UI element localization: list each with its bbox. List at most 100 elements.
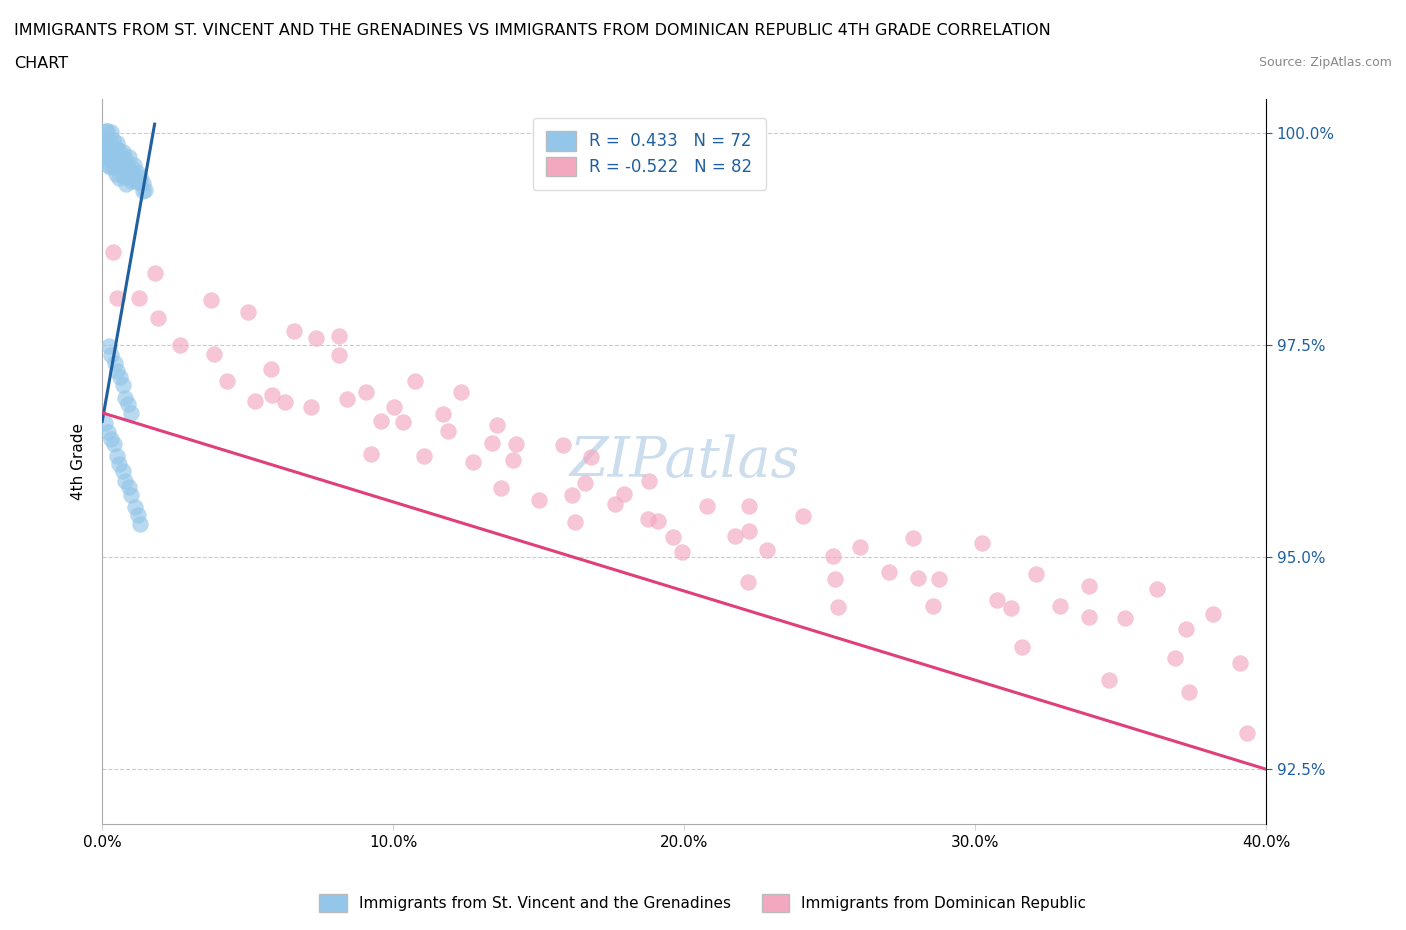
Point xyxy=(574,475,596,490)
Point xyxy=(105,136,128,151)
Point xyxy=(111,158,134,173)
Point xyxy=(127,507,149,522)
Point xyxy=(821,549,844,564)
Point xyxy=(128,174,150,189)
Point xyxy=(907,570,929,585)
Point xyxy=(356,384,378,399)
Point xyxy=(696,498,718,513)
Point xyxy=(108,151,131,166)
Point xyxy=(120,174,142,189)
Point xyxy=(561,487,583,502)
Point xyxy=(200,292,222,307)
Point xyxy=(105,141,128,156)
Text: ZIPatlas: ZIPatlas xyxy=(569,434,800,489)
Point xyxy=(437,423,460,438)
Point xyxy=(262,388,284,403)
Point xyxy=(97,157,120,172)
Point xyxy=(114,474,136,489)
Point xyxy=(581,449,603,464)
Point xyxy=(1236,725,1258,740)
Point xyxy=(100,432,122,446)
Text: Source: ZipAtlas.com: Source: ZipAtlas.com xyxy=(1258,56,1392,69)
Point xyxy=(413,449,436,464)
Point xyxy=(103,149,125,164)
Point xyxy=(260,362,283,377)
Point xyxy=(827,599,849,614)
Point xyxy=(737,574,759,589)
Point xyxy=(120,169,142,184)
Point xyxy=(107,364,129,379)
Point xyxy=(118,479,141,494)
Point xyxy=(756,543,779,558)
Point xyxy=(118,150,141,165)
Point xyxy=(120,405,142,420)
Point xyxy=(100,348,122,363)
Point xyxy=(1202,606,1225,621)
Point xyxy=(485,418,508,432)
Point xyxy=(120,488,142,503)
Point xyxy=(108,170,131,185)
Point xyxy=(202,346,225,361)
Point xyxy=(502,453,524,468)
Point xyxy=(849,539,872,554)
Point xyxy=(122,157,145,172)
Point xyxy=(111,464,134,479)
Point xyxy=(124,500,146,515)
Point xyxy=(328,328,350,343)
Point xyxy=(370,413,392,428)
Point xyxy=(432,406,454,421)
Point xyxy=(637,512,659,526)
Point xyxy=(97,153,120,167)
Point xyxy=(100,160,122,175)
Point xyxy=(94,124,117,139)
Point xyxy=(111,168,134,183)
Point xyxy=(122,167,145,182)
Point xyxy=(489,480,512,495)
Point xyxy=(901,531,924,546)
Point xyxy=(105,448,128,463)
Point xyxy=(328,348,350,363)
Point xyxy=(564,514,586,529)
Point xyxy=(127,166,149,180)
Point xyxy=(671,545,693,560)
Point xyxy=(100,152,122,166)
Point xyxy=(392,415,415,430)
Point xyxy=(103,133,125,148)
Point xyxy=(647,514,669,529)
Point xyxy=(1098,672,1121,687)
Point xyxy=(103,437,125,452)
Point xyxy=(382,399,405,414)
Y-axis label: 4th Grade: 4th Grade xyxy=(72,423,86,500)
Point xyxy=(603,497,626,512)
Point xyxy=(737,523,759,538)
Point xyxy=(103,141,125,156)
Point xyxy=(1078,610,1101,625)
Point xyxy=(305,331,328,346)
Point xyxy=(1146,582,1168,597)
Point xyxy=(1174,621,1197,636)
Point xyxy=(112,378,135,392)
Point xyxy=(108,457,131,472)
Point xyxy=(96,124,118,139)
Point xyxy=(215,373,238,388)
Point xyxy=(96,143,118,158)
Point xyxy=(107,290,129,305)
Point xyxy=(128,290,150,305)
Point xyxy=(114,151,136,166)
Point xyxy=(105,159,128,174)
Point xyxy=(877,565,900,579)
Point xyxy=(117,161,139,176)
Point xyxy=(637,473,659,488)
Point xyxy=(724,528,747,543)
Point xyxy=(125,175,148,190)
Point xyxy=(986,593,1008,608)
Point xyxy=(134,182,156,197)
Point xyxy=(105,150,128,165)
Point xyxy=(360,446,382,461)
Point xyxy=(1000,600,1022,615)
Point xyxy=(551,437,574,452)
Point xyxy=(108,142,131,157)
Point xyxy=(96,136,118,151)
Point xyxy=(299,399,322,414)
Point xyxy=(738,499,761,514)
